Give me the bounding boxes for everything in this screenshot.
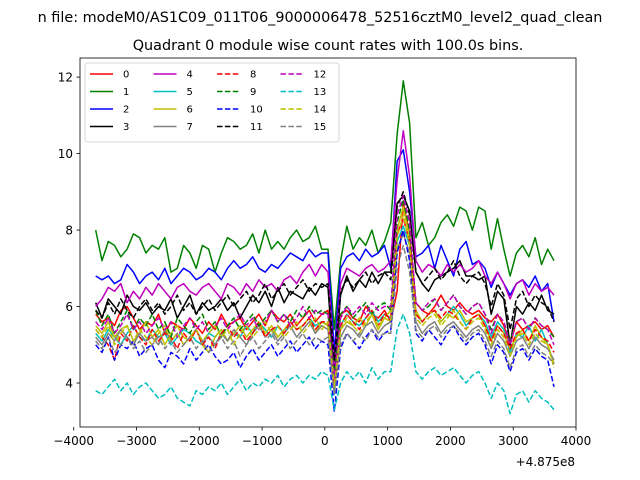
- legend-label-0: 0: [123, 70, 129, 81]
- series-line-6: [95, 206, 555, 392]
- legend-label-7: 7: [187, 122, 193, 133]
- legend-label-3: 3: [123, 122, 129, 133]
- legend-label-6: 6: [187, 105, 193, 116]
- series-line-4: [95, 129, 555, 365]
- legend-label-8: 8: [250, 70, 256, 81]
- y-tick-label: 6: [65, 300, 73, 314]
- legend-box: [84, 62, 340, 143]
- axes-layer: −4000 −3000 −2000 −1000 0 1000 2000 3000 4000 4 6 8…: [53, 57, 592, 448]
- series-line-12: [95, 194, 555, 380]
- series-line-10: [95, 229, 555, 413]
- x-tick-label: 2000: [435, 434, 466, 448]
- legend-label-15: 15: [314, 122, 327, 133]
- x-tick-label: 4000: [561, 434, 592, 448]
- y-tick-label: 10: [58, 147, 73, 161]
- x-tick-label: −4000: [53, 434, 94, 448]
- legend-label-5: 5: [187, 87, 193, 98]
- x-tick-label: −2000: [179, 434, 220, 448]
- series-line-8: [95, 217, 555, 384]
- x-offset-label: +4.875e8: [516, 455, 575, 469]
- series-line-3: [95, 194, 555, 377]
- chart-title: Quadrant 0 module wise count rates with …: [133, 38, 524, 54]
- x-tick-label: 0: [321, 434, 329, 448]
- legend-label-12: 12: [314, 70, 327, 81]
- series-layer: [94, 80, 555, 415]
- legend-label-4: 4: [187, 70, 193, 81]
- x-tick-label: −3000: [116, 434, 157, 448]
- legend-label-9: 9: [250, 87, 256, 98]
- legend-label-1: 1: [123, 87, 129, 98]
- legend-label-2: 2: [123, 105, 129, 116]
- x-tick-label: 1000: [372, 434, 403, 448]
- series-line-15: [95, 244, 555, 396]
- series-line-1: [94, 80, 555, 331]
- legend-label-10: 10: [250, 105, 263, 116]
- y-tick-label: 8: [65, 224, 73, 238]
- legend-label-11: 11: [250, 122, 263, 133]
- chart-suptitle: n file: modeM0/AS1C09_011T06_9000006478_…: [38, 10, 603, 26]
- legend-label-14: 14: [314, 105, 327, 116]
- x-tick-label: 3000: [498, 434, 529, 448]
- series-line-14: [95, 214, 555, 388]
- series-line-11: [95, 191, 555, 361]
- y-tick-label: 4: [65, 377, 73, 391]
- x-tick-label: −1000: [242, 434, 283, 448]
- y-tick-label: 12: [58, 71, 73, 85]
- series-line-9: [95, 198, 555, 377]
- legend-label-13: 13: [314, 87, 327, 98]
- series-line-13: [95, 313, 555, 415]
- axes-frame: [79, 57, 577, 428]
